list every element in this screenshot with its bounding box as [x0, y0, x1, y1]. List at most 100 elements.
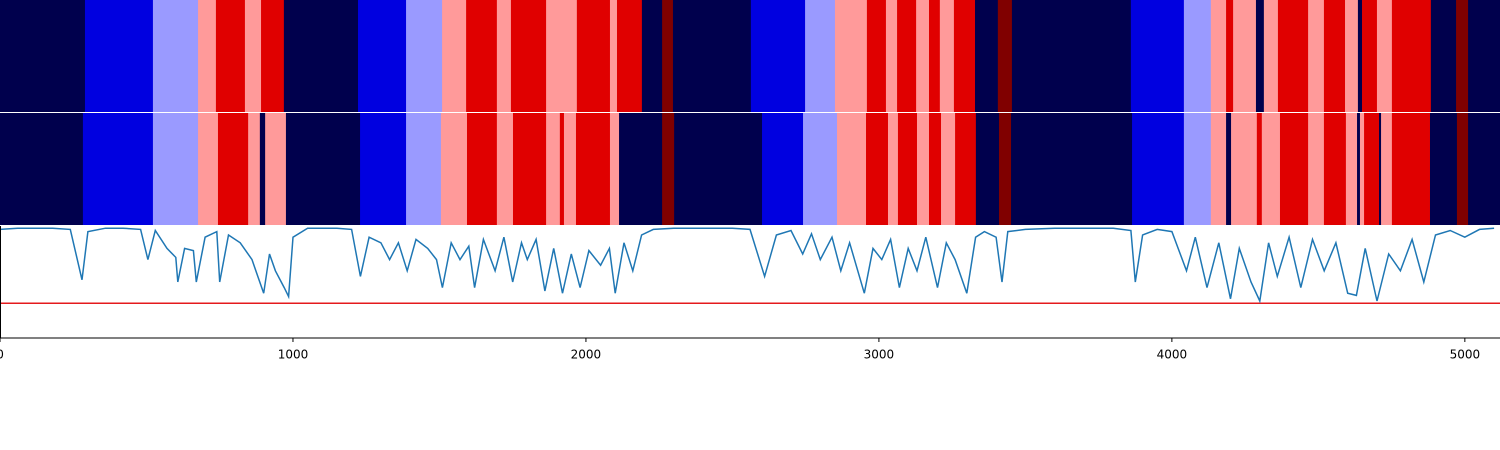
segment	[975, 0, 999, 112]
segment	[1255, 0, 1265, 112]
segment	[1256, 113, 1263, 225]
segment	[929, 113, 942, 225]
segment	[609, 113, 620, 225]
segment	[0, 113, 84, 225]
segment	[803, 113, 838, 225]
segment	[496, 113, 514, 225]
segment	[897, 0, 917, 112]
segment	[563, 113, 577, 225]
segment	[929, 0, 941, 112]
segment	[1323, 113, 1347, 225]
segment	[1381, 113, 1393, 225]
segment	[1362, 0, 1378, 112]
segment	[916, 113, 930, 225]
segment	[1308, 0, 1325, 112]
segment	[1183, 113, 1212, 225]
segment	[834, 0, 868, 112]
segment	[1210, 0, 1227, 112]
segment	[1357, 113, 1361, 225]
segment	[1210, 113, 1227, 225]
segment	[1429, 113, 1458, 225]
segment	[1456, 0, 1469, 112]
segment	[466, 0, 498, 112]
segment	[975, 113, 1000, 225]
segment	[248, 113, 261, 225]
segment	[546, 113, 561, 225]
segment	[466, 113, 498, 225]
segment	[406, 113, 442, 225]
segment	[1277, 0, 1309, 112]
segment	[261, 0, 285, 112]
segment	[662, 0, 674, 112]
segment	[1364, 113, 1380, 225]
segment	[358, 0, 407, 112]
segment	[440, 113, 468, 225]
segment	[1359, 113, 1365, 225]
x-tick-label: 2000	[571, 348, 602, 362]
segment	[1323, 0, 1346, 112]
segment	[750, 0, 806, 112]
segment	[897, 113, 918, 225]
segment	[576, 0, 611, 112]
segment	[674, 113, 763, 225]
segment	[510, 0, 547, 112]
segment	[259, 113, 266, 225]
segment	[672, 0, 752, 112]
segment	[887, 113, 899, 225]
segment	[1263, 0, 1279, 112]
segment	[1233, 0, 1257, 112]
segment	[941, 113, 956, 225]
segment	[406, 0, 443, 112]
segment	[546, 0, 578, 112]
segment	[1391, 0, 1432, 112]
segment	[265, 113, 287, 225]
segment	[244, 0, 262, 112]
segment	[1308, 113, 1325, 225]
segment	[360, 113, 407, 225]
x-tick-label: 5000	[1450, 348, 1481, 362]
segment	[559, 113, 565, 225]
segment	[1357, 0, 1363, 112]
segment	[609, 0, 618, 112]
x-tick-label: 1000	[278, 348, 309, 362]
segment	[619, 113, 663, 225]
segment	[1468, 0, 1500, 112]
segment	[866, 0, 887, 112]
segment	[82, 113, 154, 225]
segment	[641, 0, 663, 112]
segment	[215, 0, 246, 112]
segment	[152, 113, 199, 225]
segment	[999, 113, 1012, 225]
segment	[152, 0, 199, 112]
segment	[837, 113, 867, 225]
segment	[1468, 113, 1500, 225]
segment	[1279, 113, 1309, 225]
segment	[662, 113, 675, 225]
segment	[1391, 113, 1431, 225]
segment	[953, 0, 976, 112]
x-tick-label: 4000	[1157, 348, 1188, 362]
segment	[198, 0, 217, 112]
segment	[198, 113, 219, 225]
segment	[1130, 0, 1185, 112]
segment	[1261, 113, 1281, 225]
segment	[616, 0, 643, 112]
segment	[805, 0, 836, 112]
segment	[916, 0, 930, 112]
segment	[1345, 113, 1358, 225]
segment	[217, 113, 249, 225]
segment	[1183, 0, 1212, 112]
segment	[1376, 0, 1393, 112]
segment	[1345, 0, 1359, 112]
segment	[762, 113, 804, 225]
segment	[1430, 0, 1457, 112]
segment	[285, 113, 361, 225]
segment	[512, 113, 547, 225]
segment	[1011, 0, 1132, 112]
segment	[1132, 113, 1185, 225]
segment	[496, 0, 512, 112]
segment	[575, 113, 611, 225]
segment	[1011, 113, 1133, 225]
segment	[939, 0, 955, 112]
